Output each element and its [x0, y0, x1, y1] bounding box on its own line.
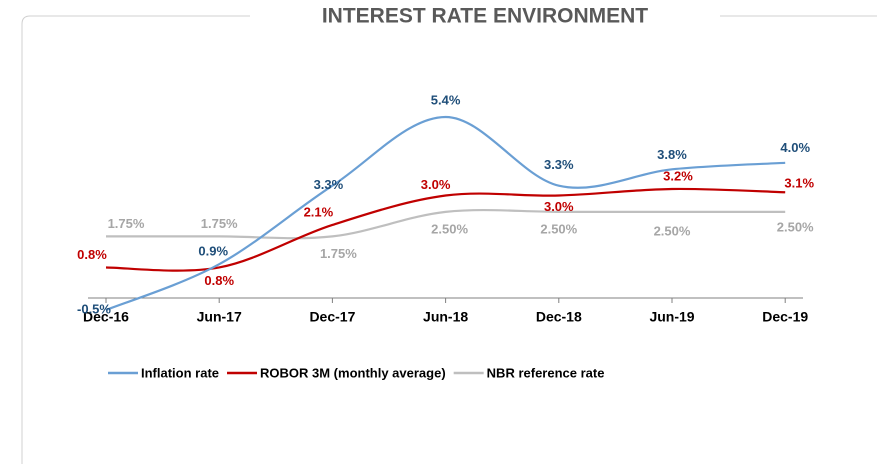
x-tick-label: Dec-16: [83, 309, 129, 325]
frame: [21, 15, 877, 464]
data-label: -0.5%: [77, 301, 111, 316]
data-label: 1.75%: [108, 216, 145, 231]
series-line: [105, 187, 786, 272]
series-line: [106, 208, 786, 240]
data-label: 3.8%: [657, 147, 687, 162]
legend-label: ROBOR 3M (monthly average): [260, 365, 446, 380]
x-tick-label: Dec-18: [536, 309, 582, 325]
data-label: 2.50%: [654, 223, 691, 238]
data-label: 3.1%: [784, 176, 814, 191]
x-tick-label: Jun-18: [423, 309, 468, 325]
data-label: 0.8%: [204, 273, 234, 288]
series-line: [105, 115, 786, 312]
data-label: 3.3%: [544, 157, 574, 172]
x-tick-label: Jun-19: [649, 309, 694, 325]
x-tick-label: Jun-17: [197, 309, 242, 325]
data-label: 3.0%: [421, 177, 451, 192]
data-label: 3.2%: [663, 168, 693, 183]
x-tick-label: Dec-17: [309, 309, 355, 325]
data-label: 2.50%: [540, 221, 577, 236]
data-label: 2.1%: [304, 204, 334, 219]
x-tick-label: Dec-19: [762, 309, 808, 325]
data-label: 1.75%: [320, 246, 357, 261]
legend-label: Inflation rate: [141, 365, 219, 380]
data-label: 3.0%: [544, 199, 574, 214]
data-label: 3.3%: [314, 177, 344, 192]
chart-title: INTEREST RATE ENVIRONMENT: [322, 5, 648, 28]
legend-label: NBR reference rate: [487, 365, 605, 380]
data-label: 2.50%: [431, 221, 468, 236]
data-label: 4.0%: [780, 140, 810, 155]
data-label: 5.4%: [431, 92, 461, 107]
data-label: 2.50%: [777, 219, 814, 234]
data-label: 0.8%: [77, 247, 107, 262]
data-label: 0.9%: [198, 244, 228, 259]
data-label: 1.75%: [201, 216, 238, 231]
